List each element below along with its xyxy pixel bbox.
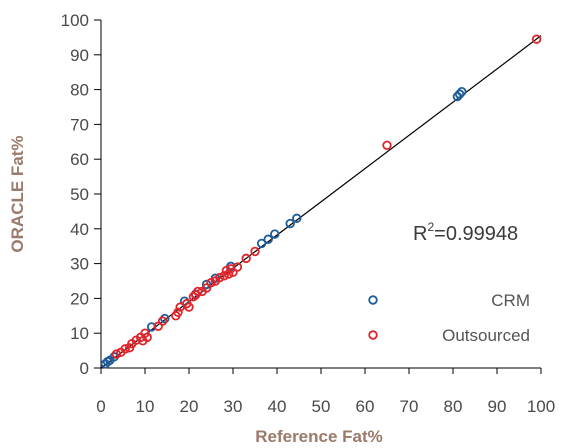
- y-tick-label: 30: [70, 255, 89, 274]
- point-crm: [146, 322, 157, 332]
- point-crm: [256, 238, 267, 249]
- y-tick-label: 60: [70, 150, 89, 169]
- y-tick-label: 90: [70, 46, 89, 65]
- point-outsourced: [241, 253, 251, 264]
- point-outsourced: [219, 271, 229, 281]
- point-outsourced: [206, 278, 216, 288]
- y-tick-label: 70: [70, 115, 89, 134]
- y-tick-label: 0: [80, 359, 89, 378]
- legend-marker-crm: [368, 295, 378, 305]
- point-outsourced: [184, 302, 194, 312]
- point-crm: [457, 86, 467, 97]
- axes: [94, 19, 542, 374]
- legend-label-outsourced: Outsourced: [442, 326, 530, 345]
- point-crm: [179, 296, 190, 306]
- x-tick-label: 40: [268, 397, 287, 416]
- y-tick-label: 20: [70, 289, 89, 308]
- point-crm: [285, 218, 295, 229]
- x-tick-label: 100: [527, 397, 555, 416]
- x-axis-title: Reference Fat%: [255, 427, 383, 446]
- x-tick-label: 30: [224, 397, 243, 416]
- x-tick-label: 20: [180, 397, 199, 416]
- point-crm: [292, 213, 302, 224]
- x-tick-label: 70: [400, 397, 419, 416]
- point-outsourced: [223, 269, 234, 279]
- point-outsourced: [250, 246, 260, 257]
- point-crm: [201, 279, 212, 290]
- point-crm: [454, 89, 465, 99]
- point-outsourced: [232, 262, 243, 272]
- r-squared-annotation: R2=0.99948: [413, 220, 518, 245]
- r-squared-prefix: R: [413, 223, 427, 245]
- x-tick-label: 60: [356, 397, 375, 416]
- point-crm: [160, 313, 170, 324]
- y-tick-label: 50: [70, 185, 89, 204]
- x-tick-label: 0: [96, 397, 105, 416]
- y-tick-label: 80: [70, 81, 89, 100]
- y-tick-label: 40: [70, 220, 89, 239]
- data-points: [100, 34, 542, 369]
- point-outsourced: [173, 307, 183, 318]
- y-tick-label: 100: [61, 11, 89, 30]
- legend-label-crm: CRM: [491, 291, 530, 310]
- point-outsourced: [111, 349, 122, 359]
- x-tick-label: 80: [444, 397, 463, 416]
- x-tick-label: 10: [136, 397, 155, 416]
- point-outsourced: [142, 332, 152, 343]
- legend-marker-outsourced: [368, 330, 378, 340]
- x-tick-label: 50: [312, 397, 331, 416]
- legend: CRM Outsourced: [368, 291, 530, 345]
- fit-line: [100, 35, 542, 369]
- point-crm: [270, 229, 280, 239]
- y-axis-title: ORACLE Fat%: [8, 135, 27, 252]
- tick-labels: 0 10 20 30 40 50 60 70 80 90 100 0 10 20 30 40 50 60 70 80 9…: [61, 11, 556, 416]
- x-tick-label: 90: [488, 397, 507, 416]
- point-crm: [263, 234, 273, 244]
- r-squared-sup: 2: [427, 220, 434, 234]
- point-outsourced: [157, 316, 168, 326]
- point-outsourced: [193, 286, 203, 297]
- point-outsourced: [382, 140, 392, 150]
- point-outsourced: [215, 272, 225, 283]
- point-outsourced: [531, 34, 542, 44]
- r-squared-value: =0.99948: [434, 223, 518, 245]
- point-outsourced: [120, 344, 130, 354]
- y-tick-label: 10: [70, 324, 89, 343]
